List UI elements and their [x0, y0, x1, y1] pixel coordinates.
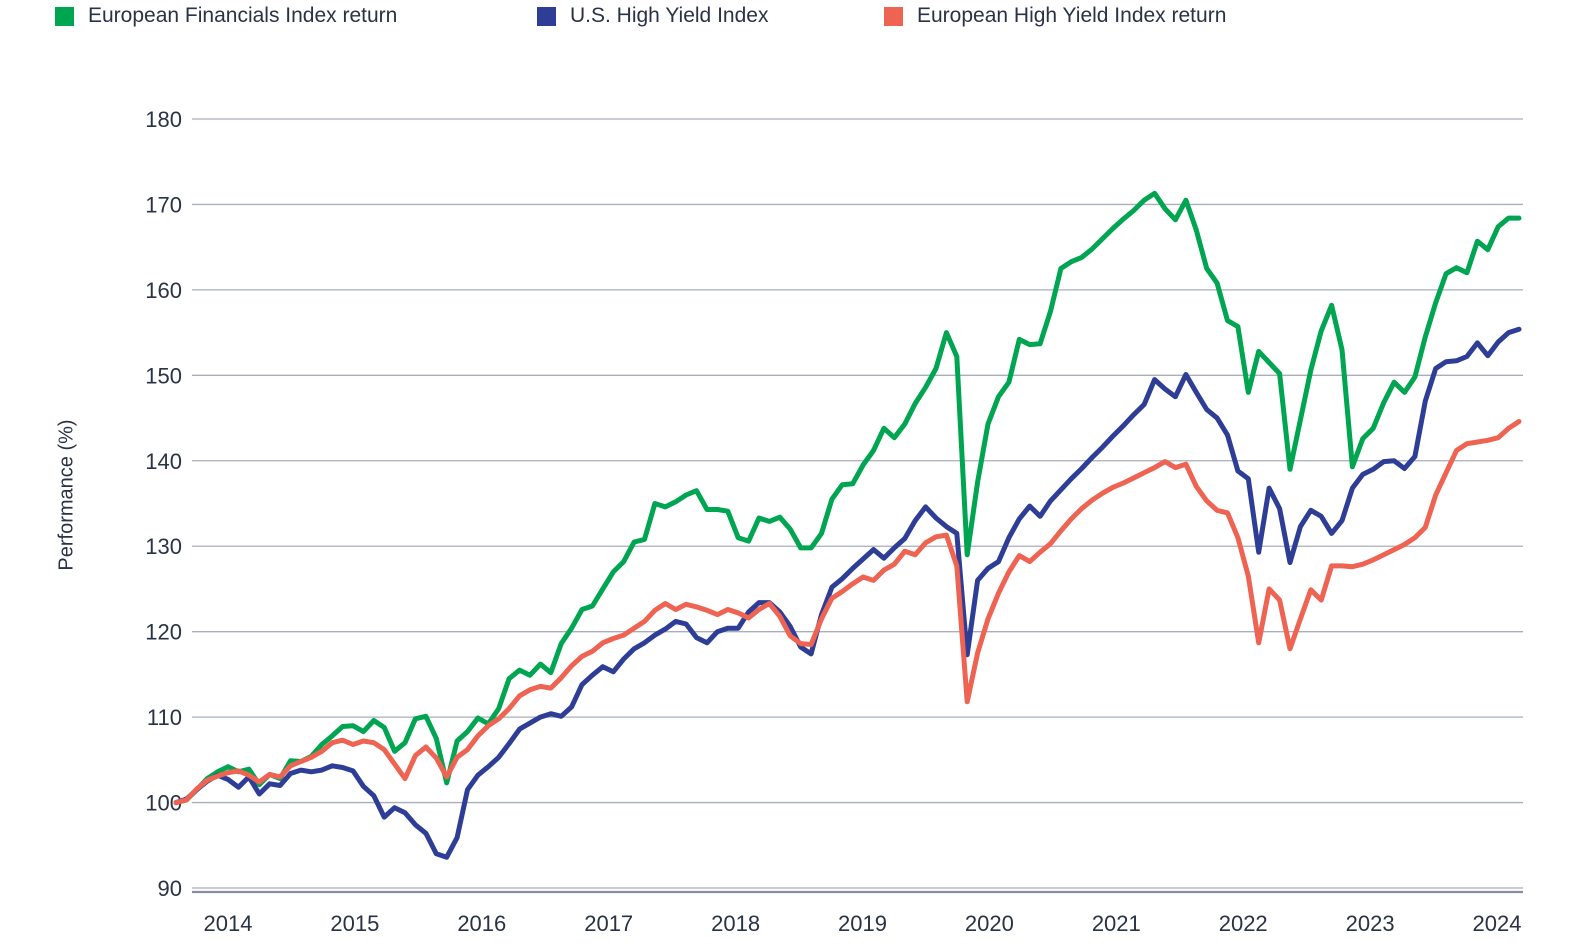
legend-label: European High Yield Index return: [917, 4, 1227, 27]
series-line-european-financials-index-return: [173, 190, 1522, 806]
x-tick-label-2023: 2023: [1346, 911, 1395, 936]
y-tick-label-120: 120: [145, 620, 182, 645]
x-tick-label-2019: 2019: [838, 911, 887, 936]
x-tick-label-2016: 2016: [457, 911, 506, 936]
y-tick-label-90: 90: [158, 876, 182, 901]
legend-swatch-green: [55, 6, 74, 26]
y-tick-label-170: 170: [145, 192, 182, 217]
legend-item-us-high-yield: U.S. High Yield Index: [537, 4, 768, 28]
y-tick-label-150: 150: [145, 363, 182, 388]
legend-label: European Financials Index return: [88, 4, 398, 27]
x-tick-label-2018: 2018: [711, 911, 760, 936]
legend-item-european-financials: European Financials Index return: [55, 4, 397, 28]
legend-swatch-blue: [537, 6, 556, 26]
legend-item-european-high-yield: European High Yield Index return: [884, 4, 1226, 28]
x-tick-label-2017: 2017: [584, 911, 633, 936]
y-tick-label-180: 180: [145, 107, 182, 132]
x-tick-label-2021: 2021: [1092, 911, 1141, 936]
x-tick-label-2024: 2024: [1473, 911, 1522, 936]
series-line-u-s-high-yield-index: [173, 326, 1522, 860]
x-tick-label-2022: 2022: [1219, 911, 1268, 936]
y-tick-label-160: 160: [145, 278, 182, 303]
y-tick-label-130: 130: [145, 534, 182, 559]
y-tick-label-110: 110: [147, 705, 182, 730]
x-tick-label-2020: 2020: [965, 911, 1014, 936]
y-tick-label-140: 140: [145, 449, 182, 474]
x-tick-label-2014: 2014: [204, 911, 253, 936]
x-tick-label-2015: 2015: [330, 911, 379, 936]
legend-label: U.S. High Yield Index: [570, 4, 769, 27]
legend-swatch-salmon: [884, 6, 903, 26]
series-line-european-high-yield-index-return: [173, 419, 1522, 806]
